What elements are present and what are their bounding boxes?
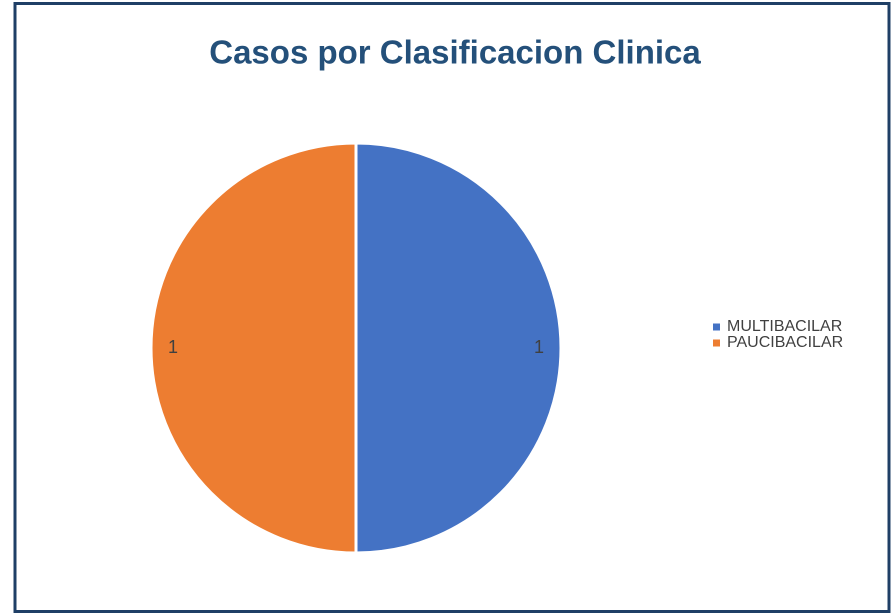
pie-slice [354, 141, 563, 555]
pie-slice [149, 141, 358, 555]
chart-title: Casos por Clasificacion Clinica [209, 34, 701, 71]
legend-label: MULTIBACILAR [727, 318, 842, 335]
legend-label: PAUCIBACILAR [727, 334, 843, 351]
data-label: 1 [534, 337, 544, 357]
data-label: 1 [168, 337, 178, 357]
legend-swatch [713, 323, 720, 331]
legend-swatch [713, 339, 720, 347]
